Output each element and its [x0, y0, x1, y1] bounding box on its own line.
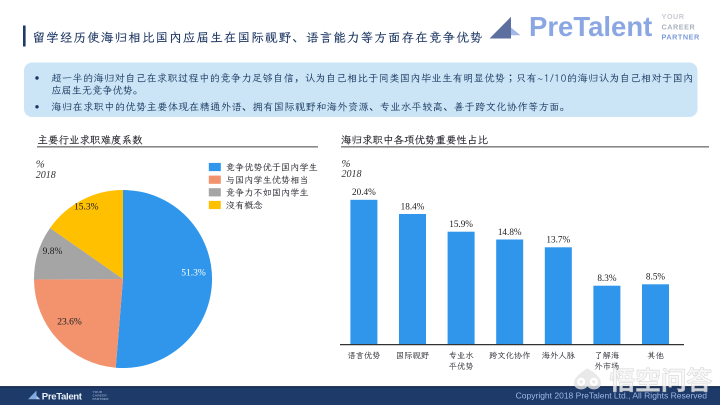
- svg-text:51.3%: 51.3%: [181, 268, 206, 278]
- svg-text:CAREER: CAREER: [662, 22, 696, 31]
- svg-text:18.4%: 18.4%: [401, 201, 425, 211]
- svg-text:15.9%: 15.9%: [449, 219, 473, 229]
- svg-text:PreTalent: PreTalent: [42, 391, 83, 402]
- svg-text:14.8%: 14.8%: [498, 227, 522, 237]
- svg-text:PARTNER: PARTNER: [93, 397, 110, 401]
- svg-text:2018: 2018: [342, 169, 362, 180]
- svg-text:9.8%: 9.8%: [43, 247, 63, 257]
- svg-text:YOUR: YOUR: [662, 12, 685, 21]
- svg-text:CAREER: CAREER: [93, 394, 108, 398]
- svg-text:15.3%: 15.3%: [74, 203, 99, 213]
- svg-text:PARTNER: PARTNER: [662, 33, 700, 42]
- svg-text:8.5%: 8.5%: [646, 272, 665, 282]
- svg-text:23.6%: 23.6%: [57, 317, 82, 327]
- svg-text:%: %: [342, 158, 351, 170]
- svg-text:PreTalent: PreTalent: [529, 11, 652, 42]
- svg-text:20.4%: 20.4%: [352, 187, 376, 197]
- svg-text:Copyright 2018 PreTalent Ltd.,: Copyright 2018 PreTalent Ltd., All Right…: [516, 391, 708, 401]
- svg-text:8.3%: 8.3%: [597, 273, 616, 283]
- svg-text:%: %: [36, 159, 45, 171]
- svg-text:13.7%: 13.7%: [546, 235, 570, 245]
- svg-text:2018: 2018: [36, 170, 56, 181]
- svg-text:YOUR: YOUR: [93, 390, 103, 394]
